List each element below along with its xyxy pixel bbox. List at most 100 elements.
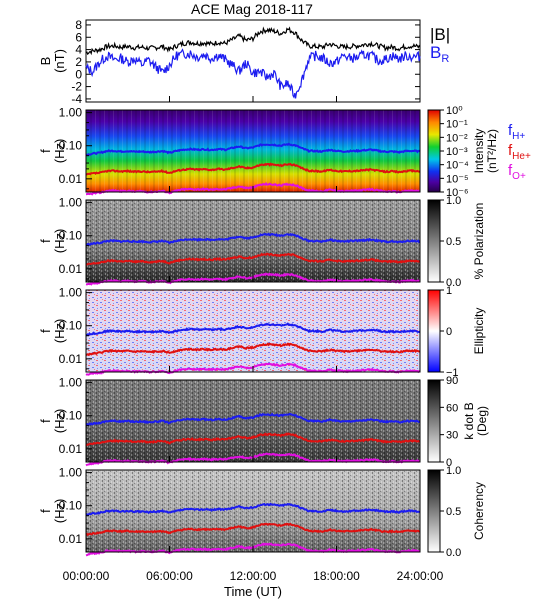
polarization-ylabel: f <box>38 239 53 243</box>
intensity-colorbar-label: Intensity <box>472 129 486 174</box>
polarization-yunit: (Hz) <box>52 229 67 254</box>
gyro-line-h <box>85 142 421 157</box>
polarization-colorbar <box>427 199 441 283</box>
ellipticity-yunit: (Hz) <box>52 319 67 344</box>
gyro-line-h <box>85 322 421 337</box>
gyro-legend-item: fH+ <box>508 122 525 142</box>
coherency-colorbar-ticks: 1.0 0.5 0.0 <box>440 465 461 559</box>
coherency-ylabel: f <box>38 509 53 513</box>
colorbar-tick-label: 30 <box>446 430 458 442</box>
gyro-legend-main: f <box>508 142 513 159</box>
gyro-legend-sub: He+ <box>512 151 531 162</box>
gyro-legend-main: f <box>508 122 513 139</box>
bfield-ylabel: B <box>38 57 53 66</box>
ellipticity-colorbar-ticks: 1 0 −1 <box>440 285 459 379</box>
polarization-panel: 1.00 0.10 0.01 f (Hz) 1.0 0.5 0.0 % Polariza… <box>38 195 486 289</box>
coherency-y-axis: 1.00 0.10 0.01 <box>59 466 92 550</box>
time-tick-label: 12:00:00 <box>230 569 277 583</box>
freq-tick-label: 1.00 <box>59 106 83 120</box>
colorbar-tick-label: 1.0 <box>446 195 461 207</box>
time-xlabel: Time (UT) <box>224 584 282 599</box>
freq-tick-label: 1.00 <box>59 466 83 480</box>
kdotb-colorbar-ticks: 90 60 30 0 <box>440 375 458 469</box>
figure-title: ACE Mag 2018-117 <box>191 1 313 17</box>
kdotb-colorbar-label: k dot B <box>462 402 476 439</box>
colorbar-tick-label: 90 <box>446 375 458 387</box>
kdotb-yunit: (Hz) <box>52 409 67 434</box>
freq-tick-label: 0.10 <box>59 499 83 513</box>
colorbar-tick-label: 10⁻⁶ <box>446 187 469 199</box>
gyro-line-he <box>85 162 421 176</box>
polarization-colorbar-ticks: 1.0 0.5 0.0 <box>440 195 461 289</box>
coherency-yunit: (Hz) <box>52 499 67 524</box>
intensity-colorbar <box>427 109 441 193</box>
bfield-radial-line <box>85 48 421 99</box>
kdotb-y-axis: 1.00 0.10 0.01 <box>59 376 92 460</box>
kdotb-colorbar-unit: (Deg) <box>475 406 489 436</box>
time-tick-label: 18:00:00 <box>313 569 360 583</box>
ellipticity-y-axis: 1.00 0.10 0.01 <box>59 286 92 370</box>
ellipticity-ylabel: f <box>38 329 53 333</box>
polarization-y-axis: 1.00 0.10 0.01 <box>59 196 92 280</box>
gyro-legend-main: f <box>508 162 513 179</box>
colorbar-tick-label: 0.5 <box>446 236 461 248</box>
intensity-colorbar-ticks: 10⁰ 10⁻¹10⁻² 10⁻³ 10⁻⁴10⁻⁵ 10⁻⁶ <box>440 105 469 199</box>
time-tick-label: 06:00:00 <box>146 569 193 583</box>
colorbar-tick-label: 0.0 <box>446 547 461 559</box>
colorbar-tick-label: 10⁻¹ <box>446 119 468 131</box>
freq-tick-label: 1.00 <box>59 196 83 210</box>
gyro-line-he <box>85 432 421 447</box>
bfield-ytick-label: -4 <box>71 92 82 106</box>
gyro-legend-sub: H+ <box>512 131 525 142</box>
ellipticity-panel: 1.00 0.10 0.01 f (Hz) 1 0 −1 Ellipticity <box>38 285 486 379</box>
coherency-colorbar <box>427 469 441 553</box>
intensity-panel: 1.000.100.01 f (Hz) 10⁰10⁻¹10⁻²10⁻³10⁻⁴1… <box>38 105 531 199</box>
freq-tick-label: 0.01 <box>59 172 83 186</box>
polarization-colorbar-label: % Polarization <box>472 203 486 280</box>
gyro-line-he <box>85 342 421 357</box>
gyro-line-h <box>85 232 421 247</box>
gyro-legend-item: fHe+ <box>508 142 531 162</box>
intensity-y-axis: 1.00 0.10 0.01 <box>59 106 92 190</box>
colorbar-tick-label: 10⁻⁴ <box>446 160 469 172</box>
ellipticity-colorbar-label: Ellipticity <box>472 308 486 355</box>
colorbar-tick-label: 10⁰ <box>446 105 463 117</box>
legend-b-radial-sub: R <box>441 53 449 65</box>
bfield-ytick-label: 8 <box>75 18 82 32</box>
bfield-total-line <box>85 26 421 56</box>
freq-tick-label: 0.01 <box>59 262 83 276</box>
coherency-colorbar-label: Coherency <box>472 482 486 540</box>
colorbar-tick-label: 60 <box>446 402 458 414</box>
bfield-yunit: (nT) <box>52 49 67 73</box>
bfield-frame <box>85 19 421 103</box>
gyro-legend-sub: O+ <box>512 171 526 182</box>
intensity-colorbar-unit: (nT²/Hz) <box>485 129 499 173</box>
colorbar-tick-label: 0 <box>446 326 452 338</box>
legend-b-total: |B| <box>430 25 450 44</box>
bfield-ytick-label: 4 <box>75 43 82 57</box>
gyro-legend-item: fO+ <box>508 162 526 182</box>
colorbar-tick-label: 10⁻⁵ <box>446 173 469 185</box>
colorbar-tick-label: 0 <box>446 457 452 469</box>
colorbar-tick-label: 0.0 <box>446 277 461 289</box>
coherency-panel: 1.00 0.10 0.01 f (Hz) 1.0 0.5 0.0 Coherency <box>38 465 486 559</box>
time-x-axis: 00:00:00 06:00:00 12:00:00 18:00:00 24:00:00 <box>63 96 444 583</box>
colorbar-tick-label: 1 <box>446 285 452 297</box>
colorbar-tick-label: 0.5 <box>446 506 461 518</box>
ellipticity-colorbar <box>427 289 441 373</box>
freq-tick-label: 0.10 <box>59 409 83 423</box>
colorbar-tick-label: 1.0 <box>446 465 461 477</box>
kdotb-ylabel: f <box>38 419 53 423</box>
bfield-ytick-label: 2 <box>75 55 82 69</box>
bfield-ytick-label: 0 <box>75 67 82 81</box>
gyro-line-he <box>85 252 421 266</box>
gyro-line-he <box>85 522 420 537</box>
gyro-line-h <box>85 502 421 517</box>
kdotb-colorbar <box>427 379 441 463</box>
freq-tick-label: 0.01 <box>59 352 83 366</box>
freq-tick-label: 0.10 <box>59 229 83 243</box>
legend-b-radial-main: B <box>430 43 441 62</box>
